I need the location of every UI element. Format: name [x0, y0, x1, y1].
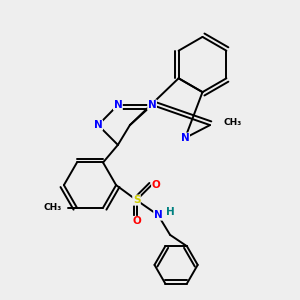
Text: N: N: [181, 133, 190, 143]
Text: O: O: [132, 216, 141, 226]
Text: O: O: [152, 180, 160, 190]
Text: N: N: [94, 120, 103, 130]
Text: H: H: [166, 207, 175, 217]
Text: N: N: [113, 100, 122, 110]
Text: CH₃: CH₃: [224, 118, 242, 127]
Text: N: N: [148, 100, 157, 110]
Text: CH₃: CH₃: [44, 203, 62, 212]
Text: N: N: [154, 210, 163, 220]
Text: S: S: [133, 195, 140, 205]
